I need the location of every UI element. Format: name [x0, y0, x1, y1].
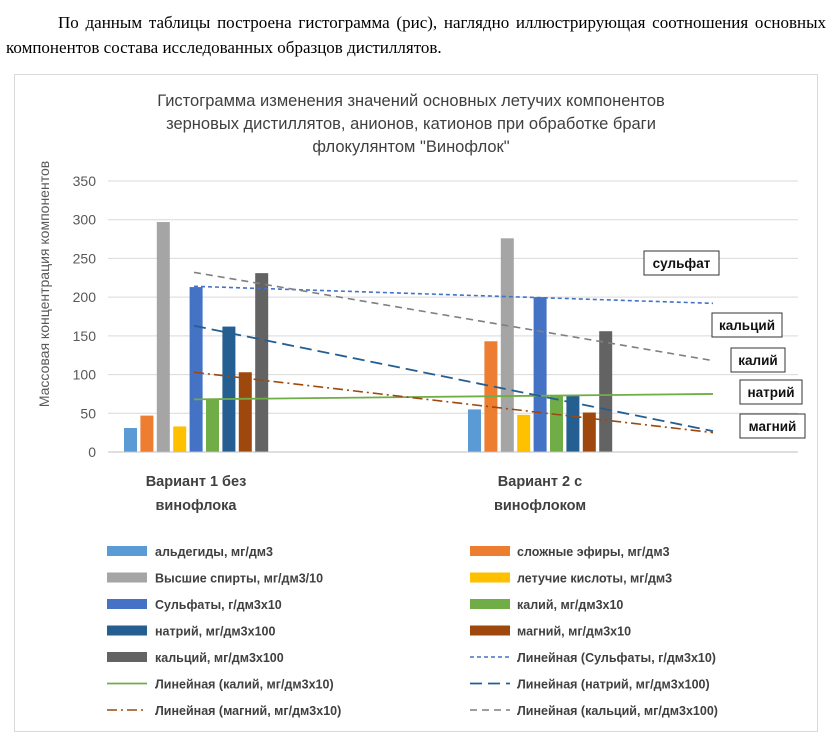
bar [550, 395, 563, 452]
legend-label: Линейная (Сульфаты, г/дм3х10) [517, 651, 716, 665]
chart-trendlines [193, 271, 714, 434]
y-axis-label: Массовая концентрация компонентов [36, 161, 52, 407]
y-tick-label: 200 [73, 289, 97, 305]
bar [156, 222, 170, 452]
chart-frame [14, 74, 818, 732]
legend-swatch [107, 625, 147, 636]
y-tick-label: 0 [88, 444, 96, 460]
x-category-label: винофлока [156, 498, 238, 514]
bar [140, 415, 154, 452]
y-axis-ticks: 0 50 100 150 200 250 300 350 [73, 173, 97, 460]
annotation-box [643, 250, 720, 276]
bar [582, 412, 596, 452]
legend-label: Линейная (магний, мг/дм3х10) [155, 704, 341, 718]
y-tick-label: 100 [73, 367, 97, 383]
annotation-label: кальций [719, 318, 775, 333]
legend-label: альдегиды, мг/дм3 [155, 545, 273, 559]
y-tick-label: 50 [80, 405, 96, 421]
y-tick-label: 150 [73, 328, 97, 344]
legend-swatch [470, 625, 510, 636]
y-tick-label: 350 [73, 173, 97, 189]
legend-label: Высшие спирты, мг/дм3/10 [155, 572, 323, 586]
legend-swatch [470, 572, 510, 583]
chart-title: Гистограмма изменения значений основных … [157, 92, 665, 156]
legend-label: Линейная (натрий, мг/дм3х100) [517, 678, 710, 692]
x-axis-categories: Вариант 1 без винофлока Вариант 2 с винофло… [146, 474, 586, 514]
annotation-box [739, 413, 806, 439]
chart-bars [124, 222, 613, 452]
legend-swatch [107, 572, 147, 583]
bar [124, 427, 137, 452]
legend-label: калий, мг/дм3х10 [517, 598, 623, 612]
trendline [193, 285, 714, 305]
bar [566, 395, 580, 452]
trendline [193, 393, 714, 401]
chart-annotations: сульфат кальций калий натрий магний [643, 250, 806, 439]
bar [255, 273, 269, 452]
x-category-label: Вариант 1 без [146, 474, 247, 490]
legend-label: кальций, мг/дм3х100 [155, 651, 284, 665]
chart-grid [108, 180, 798, 414]
bar [173, 426, 187, 452]
legend-swatch [470, 599, 510, 609]
trendline [193, 324, 714, 432]
bar [533, 297, 547, 452]
x-category-label: винофлоком [494, 498, 586, 514]
trendline [193, 271, 714, 362]
x-category-label: Вариант 2 с [498, 474, 582, 490]
legend-label: магний, мг/дм3х10 [517, 625, 631, 639]
bar [599, 331, 613, 452]
bar [189, 287, 203, 452]
legend-swatch [107, 599, 147, 609]
y-axis-label-group: Массовая концентрация компонентов [36, 161, 52, 407]
legend-swatch [107, 652, 147, 662]
annotation-label: калий [738, 353, 777, 368]
y-tick-label: 250 [73, 250, 97, 266]
annotation-box [711, 312, 783, 338]
annotation-box [739, 379, 803, 405]
annotation-label: натрий [747, 385, 794, 400]
trendline [193, 371, 714, 434]
paragraph-text: По данным таблицы построена гистограмма … [6, 13, 826, 57]
annotation-label: магний [749, 419, 797, 434]
legend-label: сложные эфиры, мг/дм3 [517, 545, 670, 559]
legend-label: Линейная (кальций, мг/дм3х100) [517, 704, 718, 718]
legend-label: летучие кислоты, мг/дм3 [517, 572, 672, 586]
legend-label: Сульфаты, г/дм3х10 [155, 598, 282, 612]
legend-label: натрий, мг/дм3х100 [155, 625, 275, 639]
legend-swatch [470, 546, 510, 556]
chart-title-line: зерновых дистиллятов, анионов, катионов … [166, 115, 656, 133]
bar [517, 414, 531, 452]
chart-legend: альдегиды, мг/дм3 сложные эфиры, мг/дм3 Вы… [107, 545, 718, 718]
annotation-label: сульфат [653, 256, 711, 271]
chart-title-line: флокулянтом "Винофлок" [312, 138, 509, 156]
bar [468, 409, 481, 452]
bar [500, 238, 514, 452]
annotation-box [730, 347, 786, 373]
y-tick-label: 300 [73, 212, 97, 228]
legend-label: Линейная (калий, мг/дм3х10) [155, 678, 334, 692]
chart-title-line: Гистограмма изменения значений основных … [157, 92, 665, 110]
bar [238, 372, 252, 452]
bar [206, 399, 219, 452]
legend-swatch [107, 546, 147, 556]
bar [222, 326, 236, 452]
